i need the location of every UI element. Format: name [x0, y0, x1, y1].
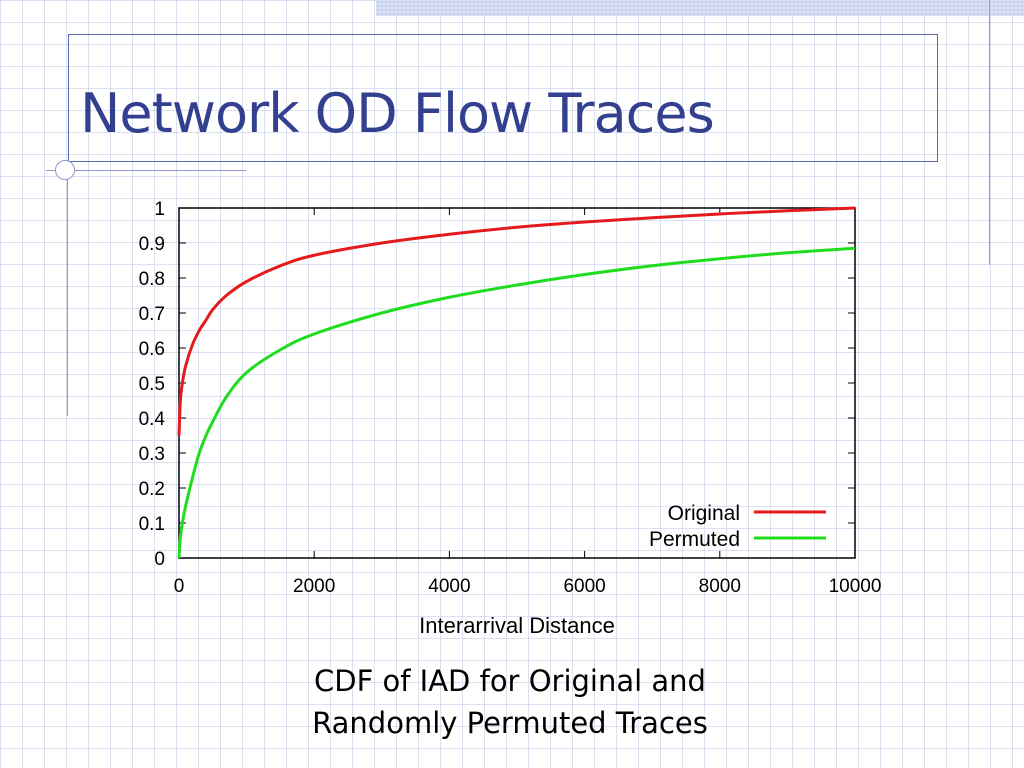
y-tick-label: 0.8	[139, 269, 165, 290]
caption-line-1: CDF of IAD for Original and	[314, 664, 706, 698]
legend-label-permuted: Permuted	[649, 528, 740, 551]
y-tick-label: 1	[154, 199, 165, 220]
x-tick-label: 4000	[428, 576, 470, 597]
plot-frame	[178, 207, 856, 559]
y-tick-label: 0.1	[139, 514, 165, 535]
y-tick-label: 0	[154, 549, 165, 570]
x-tick-label: 6000	[563, 576, 605, 597]
x-tick-label: 2000	[293, 576, 335, 597]
decorative-top-band	[376, 0, 1024, 16]
y-tick-label: 0.7	[139, 304, 165, 325]
decorative-vertical-line-right	[989, 0, 990, 265]
series-line-original	[177, 206, 856, 436]
y-tick-label: 0.5	[139, 374, 165, 395]
title-frame	[68, 34, 938, 162]
x-tick-label: 10000	[829, 576, 882, 597]
y-tick-label: 0.6	[139, 339, 165, 360]
legend-label-original: Original	[668, 502, 740, 525]
y-tick-label: 0.2	[139, 479, 165, 500]
y-tick-label: 0.4	[139, 409, 166, 430]
chart-caption: CDF of IAD for Original and Randomly Per…	[200, 660, 820, 744]
y-tick-label: 0.9	[139, 234, 165, 255]
series-line-permuted	[177, 246, 856, 559]
x-axis-label: Interarrival Distance	[419, 613, 615, 638]
decorative-vertical-line-left	[67, 160, 68, 416]
x-tick-label: 8000	[699, 576, 741, 597]
x-tick-label: 0	[174, 576, 185, 597]
caption-line-2: Randomly Permuted Traces	[312, 706, 708, 740]
slide-title: Network OD Flow Traces	[80, 82, 715, 145]
decorative-circle	[55, 160, 75, 180]
y-tick-label: 0.3	[139, 444, 165, 465]
decorative-horizontal-line	[46, 170, 246, 171]
